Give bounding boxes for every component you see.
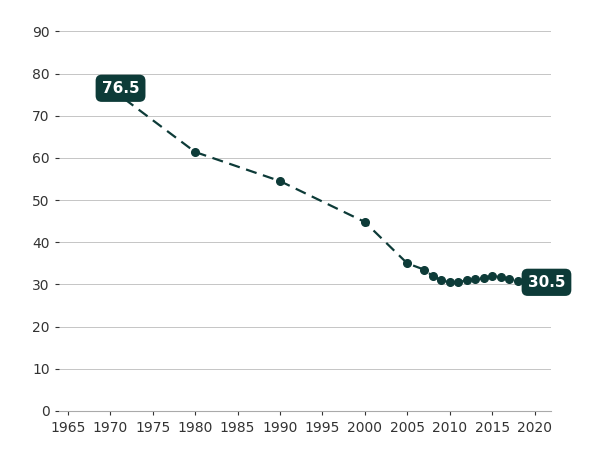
Text: 76.5: 76.5 (102, 81, 139, 96)
Text: 30.5: 30.5 (528, 275, 565, 290)
